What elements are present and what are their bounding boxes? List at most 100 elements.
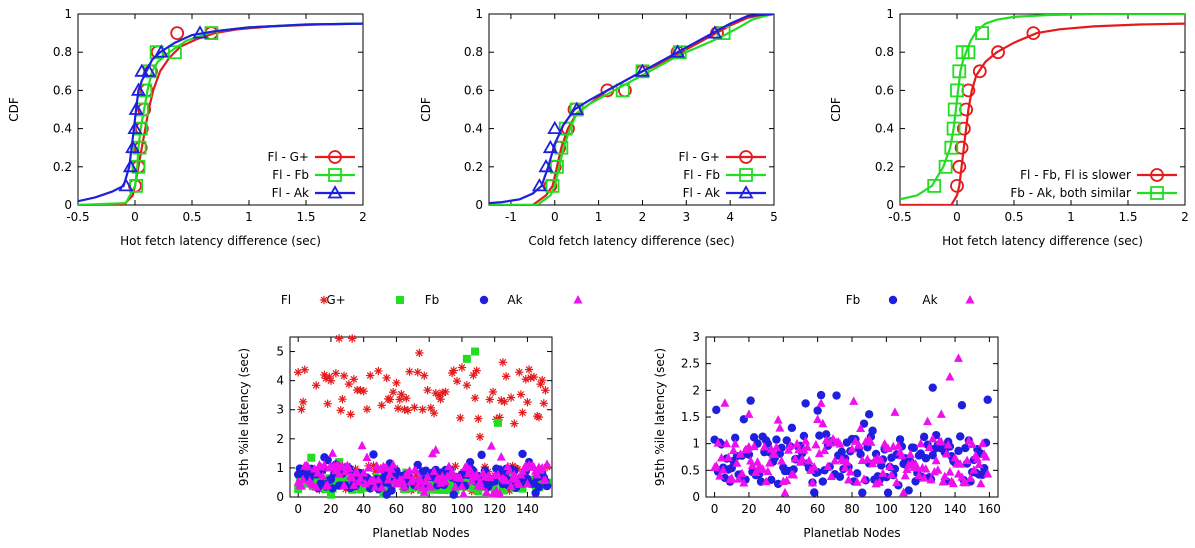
data-point [978, 438, 988, 448]
data-point [837, 447, 846, 457]
data-point [772, 435, 781, 444]
data-point [852, 477, 862, 486]
data-point [905, 449, 915, 459]
data-point [936, 437, 946, 446]
data-point [777, 455, 787, 465]
data-point [789, 469, 799, 479]
data-point [959, 102, 974, 117]
legend-marker [738, 185, 754, 199]
x-tick-label: 40 [356, 502, 371, 516]
data-point [983, 395, 992, 404]
data-point [945, 467, 955, 476]
data-point [538, 158, 554, 173]
data-point [818, 477, 827, 486]
data-point [900, 470, 910, 480]
data-point [716, 453, 726, 462]
data-point [465, 464, 475, 473]
data-point [496, 452, 506, 461]
legend-marker [319, 295, 329, 305]
data-point [814, 448, 824, 458]
data-point [731, 433, 740, 443]
x-tick-label: 1.5 [1118, 210, 1137, 224]
plot-area [900, 14, 1185, 205]
data-point [739, 478, 749, 487]
y-tick-label: 5 [276, 345, 284, 359]
data-point [852, 469, 862, 478]
data-point [452, 376, 462, 386]
data-point [955, 459, 965, 468]
y-tick-label: 0.2 [53, 160, 72, 174]
data-point [537, 462, 547, 472]
data-point [822, 430, 831, 439]
data-point [462, 381, 472, 390]
y-tick-label: 3 [276, 403, 284, 417]
x-tick-label: -0.5 [888, 210, 911, 224]
x-tick-label: 80 [844, 502, 859, 516]
y-axis-label: CDF [419, 97, 433, 122]
data-point [816, 398, 826, 407]
y-tick-label: 0.2 [875, 160, 894, 174]
data-point [423, 385, 432, 395]
data-point [735, 449, 745, 458]
x-tick-label: 0 [953, 210, 961, 224]
data-point [501, 475, 511, 485]
plot-frame [77, 13, 364, 206]
data-point [950, 178, 964, 193]
legend-marker [888, 295, 898, 305]
data-point [347, 473, 357, 482]
data-point [429, 408, 439, 418]
data-point [876, 455, 886, 464]
data-point [569, 101, 585, 115]
star-stroke [414, 368, 422, 376]
y-tick-label: 2 [276, 432, 284, 446]
data-point [125, 139, 141, 154]
legend-marker [739, 150, 753, 164]
data-point [153, 44, 169, 58]
data-point [418, 405, 427, 414]
legend-marker [328, 168, 342, 182]
data-point [518, 449, 527, 459]
star-stroke [350, 375, 358, 383]
data-point [897, 450, 907, 460]
data-point [326, 376, 336, 385]
data-point [956, 121, 971, 136]
star-stroke [430, 409, 438, 417]
x-tick-label: -1 [505, 210, 517, 224]
star-stroke [401, 406, 409, 413]
data-point [455, 473, 465, 482]
star-stroke [476, 433, 484, 441]
series-line-1 [900, 14, 1185, 201]
y-axis-label: CDF [829, 97, 843, 122]
data-point [540, 475, 550, 484]
data-point [408, 474, 418, 483]
data-point [167, 45, 182, 60]
data-point [373, 474, 383, 484]
data-point [524, 365, 534, 374]
data-point [991, 45, 1005, 60]
star-stroke [337, 406, 345, 414]
series-1 [710, 353, 993, 497]
data-point [339, 480, 349, 490]
legend-label: Fl - Fb, Fl is slower [1020, 168, 1131, 182]
data-point [472, 469, 482, 479]
y-tick-label: 0.4 [875, 122, 894, 136]
data-point [940, 471, 950, 481]
data-point [366, 371, 375, 380]
data-point [961, 45, 976, 60]
y-tick-label: 0.2 [464, 160, 483, 174]
star-stroke [383, 374, 391, 382]
data-point [747, 460, 757, 470]
star-stroke [499, 358, 507, 366]
data-point [770, 449, 780, 458]
data-point [369, 450, 378, 459]
data-point [952, 64, 967, 79]
data-point [323, 399, 332, 408]
data-point [413, 480, 423, 490]
data-point [802, 442, 812, 451]
star-stroke [397, 390, 405, 398]
data-point [782, 475, 792, 485]
star-stroke [515, 368, 523, 376]
data-point [431, 445, 441, 454]
data-point [387, 486, 396, 495]
